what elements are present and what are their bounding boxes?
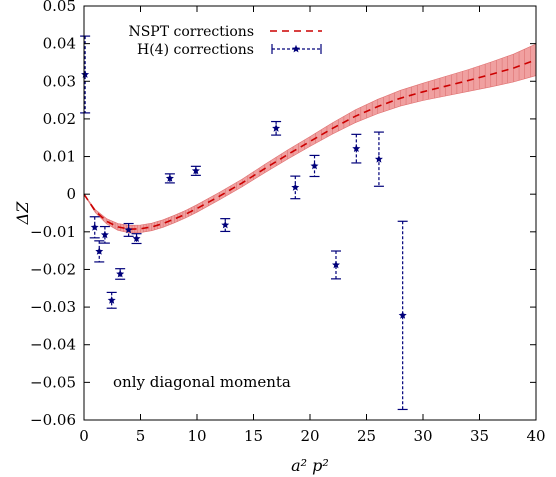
x-tick-label: 5 <box>136 427 146 445</box>
x-tick-label: 35 <box>470 427 489 445</box>
x-tick-label: 40 <box>526 427 545 445</box>
h4-marker <box>398 311 407 319</box>
h4-data-point <box>99 225 110 244</box>
y-tick-label: 0.05 <box>43 0 76 15</box>
h4-marker <box>81 70 90 78</box>
y-tick-label: −0.06 <box>30 411 76 429</box>
y-axis-label: ΔZ <box>13 201 32 226</box>
h4-marker <box>107 296 116 304</box>
legend-label-nspt: NSPT corrections <box>128 24 254 40</box>
legend-label-h4: H(4) corrections <box>137 42 254 58</box>
y-tick-label: 0.01 <box>43 148 76 166</box>
x-tick-label: 15 <box>244 427 263 445</box>
x-tick-label: 0 <box>79 427 89 445</box>
h4-marker <box>116 269 125 278</box>
h4-data-point <box>330 250 341 280</box>
y-tick-label: −0.05 <box>30 373 76 391</box>
y-tick-label: 0 <box>66 185 76 203</box>
h4-data-point <box>131 233 142 245</box>
h4-data-point <box>351 133 362 164</box>
h4-marker <box>272 124 281 132</box>
h4-marker <box>165 174 174 182</box>
y-tick-label: −0.04 <box>30 336 76 354</box>
h4-marker <box>124 225 133 234</box>
annotation-text: only diagonal momenta <box>113 373 291 391</box>
legend-h4-marker <box>292 44 300 53</box>
h4-marker <box>291 183 300 191</box>
h4-marker <box>90 223 99 231</box>
h4-marker <box>374 155 383 163</box>
h4-points-layer <box>80 35 408 411</box>
y-tick-label: 0.02 <box>43 110 76 128</box>
h4-data-point <box>271 120 282 136</box>
h4-data-point <box>164 173 175 184</box>
tick-labels-layer: 0 5 10 15 20 25 30 35 40 −0.06 −0.05 −0.04 −0.03 −0.0… <box>30 0 546 445</box>
h4-marker <box>352 144 361 152</box>
nspt-error-band-layer <box>83 43 537 234</box>
x-tick-label: 10 <box>187 427 206 445</box>
y-tick-label: −0.03 <box>30 298 76 316</box>
h4-data-point <box>309 154 320 178</box>
x-axis-label: a² p² <box>291 456 329 475</box>
h4-marker <box>310 161 319 170</box>
x-tick-label: 20 <box>300 427 319 445</box>
plot-frame <box>83 5 537 421</box>
h4-data-point <box>106 291 117 309</box>
h4-data-point <box>397 220 408 411</box>
h4-marker <box>221 220 230 229</box>
h4-data-point <box>220 218 231 233</box>
ticks-layer <box>83 5 537 421</box>
h4-data-point <box>115 268 126 280</box>
h4-marker <box>100 230 109 239</box>
h4-data-point <box>89 216 100 239</box>
h4-data-point <box>373 131 384 187</box>
legend: NSPT corrections H(4) corrections <box>128 24 322 58</box>
h4-marker <box>191 166 200 175</box>
y-tick-label: 0.03 <box>43 72 76 90</box>
h4-data-point <box>94 240 105 263</box>
x-tick-label: 25 <box>357 427 376 445</box>
h4-data-point <box>80 35 91 114</box>
y-tick-label: 0.04 <box>43 35 76 53</box>
h4-data-point <box>190 165 201 176</box>
h4-data-point <box>123 222 134 237</box>
h4-marker <box>132 234 141 242</box>
h4-marker <box>95 247 104 255</box>
y-tick-label: −0.02 <box>30 260 76 278</box>
h4-marker <box>332 260 340 269</box>
legend-swatch-h4 <box>271 44 322 54</box>
y-tick-label: −0.01 <box>30 223 76 241</box>
h4-data-point <box>290 175 301 200</box>
x-tick-label: 30 <box>413 427 432 445</box>
